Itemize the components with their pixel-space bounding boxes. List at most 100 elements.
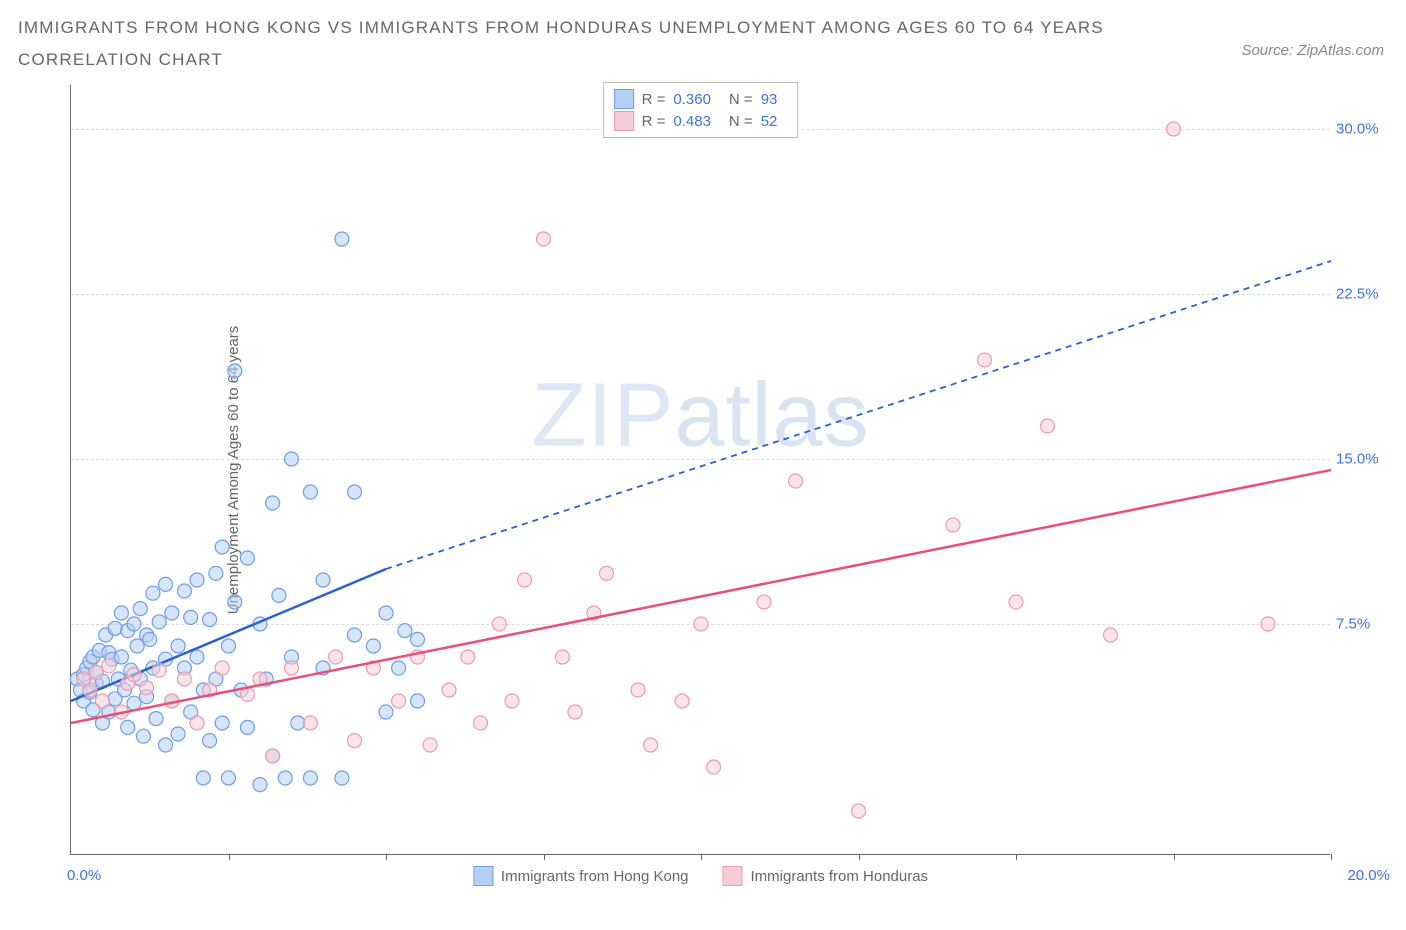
scatter-point-hk <box>114 650 128 664</box>
trend-line-ext-hk <box>386 261 1331 569</box>
scatter-point-hn <box>102 659 116 673</box>
x-tick-mark <box>544 854 545 860</box>
scatter-point-hn <box>177 672 191 686</box>
scatter-point-hk <box>228 364 242 378</box>
legend-stats-row-hk: R = 0.360 N = 93 <box>614 88 788 110</box>
trend-line-hn <box>71 470 1331 723</box>
scatter-point-hn <box>152 663 166 677</box>
scatter-point-hn <box>568 705 582 719</box>
scatter-point-hk <box>190 650 204 664</box>
scatter-point-hn <box>555 650 569 664</box>
chart-plot-area: Unemployment Among Ages 60 to 64 years Z… <box>70 85 1330 855</box>
scatter-point-hk <box>222 771 236 785</box>
x-tick-mark <box>701 854 702 860</box>
x-tick-mark <box>229 854 230 860</box>
scatter-point-hn <box>946 518 960 532</box>
scatter-point-hk <box>215 540 229 554</box>
scatter-point-hn <box>492 617 506 631</box>
x-axis-origin-label: 0.0% <box>67 867 101 884</box>
scatter-point-hk <box>240 720 254 734</box>
scatter-point-hn <box>461 650 475 664</box>
scatter-point-hn <box>1261 617 1275 631</box>
scatter-point-hk <box>379 606 393 620</box>
scatter-point-hk <box>222 639 236 653</box>
scatter-point-hn <box>675 694 689 708</box>
legend-stats-row-hn: R = 0.483 N = 52 <box>614 110 788 132</box>
scatter-point-hk <box>159 738 173 752</box>
scatter-point-hn <box>329 650 343 664</box>
scatter-point-hk <box>291 716 305 730</box>
scatter-point-hn <box>96 694 110 708</box>
scatter-point-hn <box>215 661 229 675</box>
scatter-point-hn <box>303 716 317 730</box>
scatter-point-hn <box>707 760 721 774</box>
scatter-svg <box>71 85 1330 854</box>
scatter-point-hk <box>165 606 179 620</box>
scatter-point-hk <box>348 628 362 642</box>
swatch-hn-icon <box>723 866 743 886</box>
legend-label-hn: Immigrants from Honduras <box>751 868 929 885</box>
scatter-point-hn <box>1104 628 1118 642</box>
scatter-point-hk <box>278 771 292 785</box>
scatter-point-hk <box>143 632 157 646</box>
scatter-point-hk <box>146 586 160 600</box>
legend-label-hk: Immigrants from Hong Kong <box>501 868 689 885</box>
swatch-hk <box>614 89 634 109</box>
scatter-point-hn <box>505 694 519 708</box>
scatter-point-hn <box>83 683 97 697</box>
scatter-point-hk <box>411 694 425 708</box>
scatter-point-hk <box>215 716 229 730</box>
scatter-point-hn <box>285 661 299 675</box>
scatter-point-hk <box>136 729 150 743</box>
scatter-point-hk <box>159 577 173 591</box>
scatter-point-hk <box>392 661 406 675</box>
scatter-point-hk <box>411 632 425 646</box>
scatter-point-hk <box>108 621 122 635</box>
scatter-point-hn <box>1041 419 1055 433</box>
scatter-point-hk <box>348 485 362 499</box>
scatter-point-hn <box>852 804 866 818</box>
scatter-point-hn <box>631 683 645 697</box>
scatter-point-hn <box>127 668 141 682</box>
scatter-point-hk <box>335 771 349 785</box>
scatter-point-hk <box>253 778 267 792</box>
scatter-point-hn <box>694 617 708 631</box>
scatter-point-hk <box>209 566 223 580</box>
scatter-point-hn <box>348 734 362 748</box>
scatter-point-hk <box>379 705 393 719</box>
scatter-point-hk <box>196 771 210 785</box>
scatter-point-hk <box>335 232 349 246</box>
scatter-point-hn <box>978 353 992 367</box>
scatter-point-hk <box>303 485 317 499</box>
scatter-point-hk <box>316 573 330 587</box>
scatter-point-hk <box>398 624 412 638</box>
legend-item-hk: Immigrants from Hong Kong <box>473 866 689 886</box>
scatter-point-hk <box>303 771 317 785</box>
scatter-point-hk <box>366 639 380 653</box>
scatter-point-hk <box>285 452 299 466</box>
scatter-point-hn <box>89 665 103 679</box>
scatter-point-hn <box>266 749 280 763</box>
y-tick-label: 15.0% <box>1336 451 1396 468</box>
scatter-point-hk <box>171 727 185 741</box>
scatter-point-hn <box>1167 122 1181 136</box>
scatter-point-hn <box>518 573 532 587</box>
scatter-point-hk <box>114 606 128 620</box>
y-tick-label: 22.5% <box>1336 286 1396 303</box>
legend-series: Immigrants from Hong Kong Immigrants fro… <box>473 866 928 886</box>
x-tick-mark <box>386 854 387 860</box>
scatter-point-hn <box>442 683 456 697</box>
scatter-point-hk <box>177 584 191 598</box>
scatter-point-hn <box>757 595 771 609</box>
chart-title-line1: IMMIGRANTS FROM HONG KONG VS IMMIGRANTS … <box>18 12 1388 44</box>
scatter-point-hk <box>190 573 204 587</box>
scatter-point-hk <box>240 551 254 565</box>
scatter-point-hk <box>228 595 242 609</box>
scatter-point-hk <box>149 712 163 726</box>
scatter-point-hn <box>1009 595 1023 609</box>
scatter-point-hn <box>537 232 551 246</box>
scatter-point-hk <box>171 639 185 653</box>
swatch-hn <box>614 111 634 131</box>
scatter-point-hn <box>600 566 614 580</box>
legend-item-hn: Immigrants from Honduras <box>723 866 929 886</box>
